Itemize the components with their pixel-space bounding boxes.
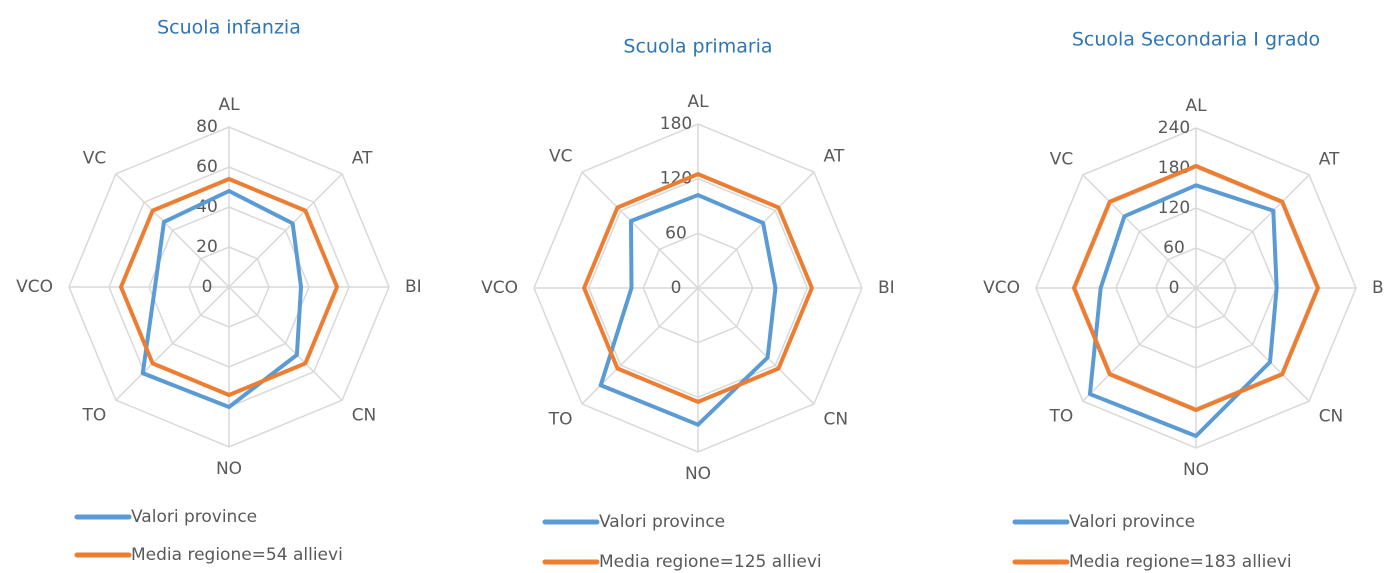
- grid-spoke: [1082, 174, 1197, 289]
- grid-spoke: [697, 171, 815, 289]
- tick-label: 60: [196, 157, 218, 177]
- legend-label: Media regione=54 allievi: [131, 545, 343, 565]
- grid-spoke: [1195, 287, 1310, 402]
- category-label: VCO: [983, 278, 1020, 298]
- category-label: CN: [1319, 407, 1344, 427]
- grid-spoke: [115, 286, 230, 401]
- category-label: TO: [1049, 407, 1074, 427]
- category-label: AT: [352, 148, 373, 168]
- category-label: TO: [82, 406, 107, 426]
- tick-label: 180: [660, 114, 692, 134]
- legend-label: Media regione=183 allievi: [1069, 552, 1292, 572]
- tick-label: 60: [1163, 238, 1185, 258]
- legend-label: Valori province: [131, 507, 257, 527]
- tick-label: 120: [1158, 198, 1190, 218]
- chart-title: Scuola infanzia: [157, 17, 301, 39]
- series-line: [119, 177, 339, 397]
- tick-label: 0: [202, 277, 213, 297]
- grid-spoke: [228, 286, 343, 401]
- category-label: AT: [824, 146, 845, 166]
- legend-label: Media regione=125 allievi: [599, 552, 822, 572]
- tick-label: 120: [660, 169, 692, 189]
- category-label: VCO: [481, 278, 518, 298]
- category-label: NO: [685, 464, 711, 484]
- chart-title: Scuola Secondaria I grado: [1072, 29, 1320, 51]
- category-label: CN: [824, 410, 849, 430]
- category-label: NO: [1183, 460, 1209, 480]
- series-line: [140, 189, 303, 409]
- grid-spoke: [115, 173, 230, 288]
- tick-label: 20: [196, 237, 218, 257]
- grid-spoke: [1195, 174, 1310, 289]
- tick-label: 80: [196, 117, 218, 137]
- category-label: BI: [405, 277, 422, 297]
- category-label: AL: [687, 92, 709, 112]
- grid-spoke: [581, 171, 699, 289]
- category-label: NO: [216, 459, 242, 479]
- category-label: BI: [878, 278, 895, 298]
- category-label: VC: [549, 146, 573, 166]
- chart-title: Scuola primaria: [623, 36, 772, 58]
- category-label: AL: [1185, 96, 1207, 116]
- category-label: AT: [1319, 149, 1340, 169]
- grid-spoke: [697, 287, 815, 405]
- category-label: TO: [548, 410, 573, 430]
- category-label: CN: [352, 406, 377, 426]
- series-line: [598, 193, 778, 427]
- legend-label: Valori province: [599, 512, 725, 532]
- series-line: [1072, 164, 1320, 412]
- tick-label: 0: [671, 278, 682, 298]
- category-label: AL: [218, 95, 240, 115]
- category-label: VC: [1050, 149, 1074, 169]
- grid-spoke: [228, 173, 343, 288]
- series-line: [582, 172, 814, 404]
- tick-label: 240: [1158, 118, 1190, 138]
- legend-label: Valori province: [1069, 512, 1195, 532]
- grid-spoke: [1082, 287, 1197, 402]
- tick-label: 0: [1169, 278, 1180, 298]
- category-label: VCO: [16, 277, 53, 297]
- tick-label: 60: [665, 223, 687, 243]
- category-label: BI: [1372, 278, 1385, 298]
- series-line: [1087, 183, 1279, 438]
- category-label: VC: [83, 148, 107, 168]
